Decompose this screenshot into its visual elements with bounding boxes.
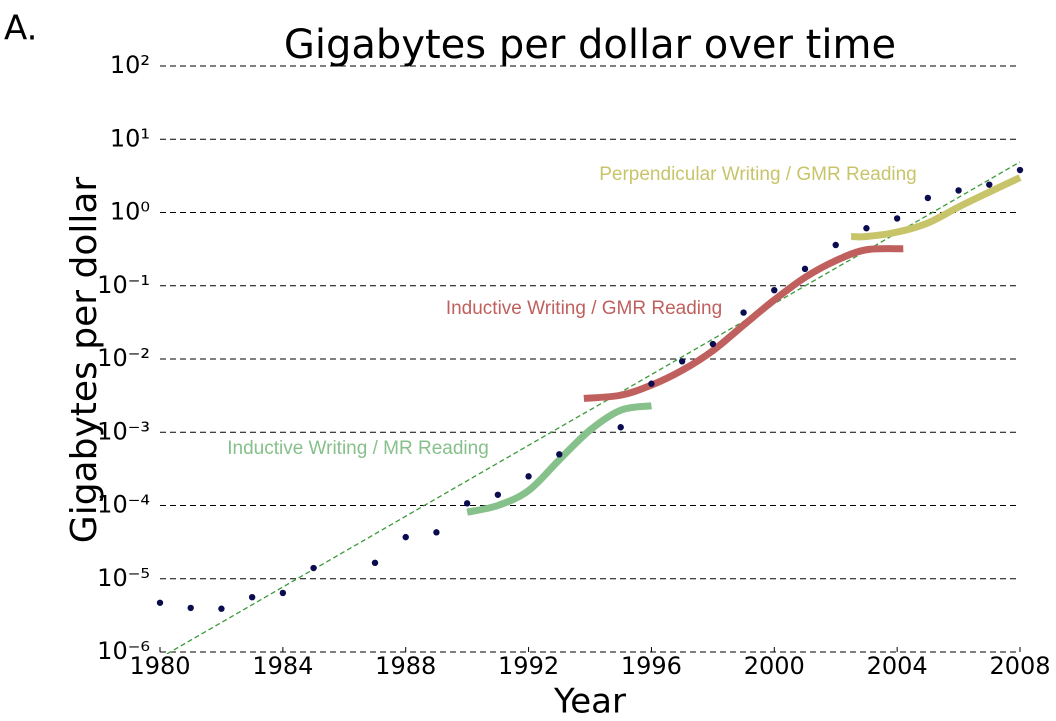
data-point [740,309,747,316]
x-tick-label: 2008 [989,652,1050,680]
x-axis-label: Year [553,682,626,721]
y-tick-label: 10² [110,51,150,79]
data-point [218,605,225,612]
y-tick-label: 10⁻² [97,344,150,372]
data-point [863,225,870,232]
data-point [433,529,440,536]
x-tick-label: 1996 [621,652,682,680]
y-axis-label: Gigabytes per dollar [64,177,105,544]
data-point [832,241,839,249]
technology-curve [583,245,904,402]
data-point [279,589,287,597]
data-point [525,473,532,480]
data-point [1016,166,1024,174]
y-tick-label: 10⁰ [110,198,150,226]
data-point [678,358,686,365]
data-point [556,451,563,458]
y-tick-label: 10¹ [110,124,150,152]
y-tick-label: 10⁻⁶ [97,637,150,665]
curve-annotation: Perpendicular Writing / GMR Reading [599,164,917,185]
data-point [955,187,962,194]
y-tick-label: 10⁻⁴ [97,491,150,519]
data-point [463,500,471,507]
data-point [986,181,993,188]
data-point [709,340,717,348]
x-tick-label: 2000 [744,652,805,680]
x-tick-label: 1988 [375,652,436,680]
data-point [771,286,778,294]
x-tick-label: 1980 [129,652,190,680]
x-tick-label: 2004 [867,652,928,680]
data-point [310,564,317,572]
data-point [648,380,655,387]
x-tick-label: 1984 [252,652,313,680]
data-point [494,491,502,498]
technology-curve [850,174,1022,241]
trend-line [165,161,1021,654]
data-point [371,559,379,567]
curve-annotation: Inductive Writing / GMR Reading [446,298,722,319]
data-point [924,194,932,202]
data-point [187,604,194,612]
y-tick-label: 10⁻³ [97,417,150,445]
data-point [617,424,624,431]
data-point [402,533,409,541]
data-point [156,599,164,606]
data-point [893,215,901,222]
data-point [248,593,256,601]
y-tick-label: 10⁻¹ [97,271,150,299]
curve-annotation: Inductive Writing / MR Reading [227,438,489,459]
technology-curve [466,402,652,516]
data-point [801,265,809,273]
panel-label: A. [4,9,37,49]
chart-title: Gigabytes per dollar over time [284,22,896,68]
x-tick-label: 1992 [498,652,559,680]
y-tick-label: 10⁻⁵ [97,564,150,592]
